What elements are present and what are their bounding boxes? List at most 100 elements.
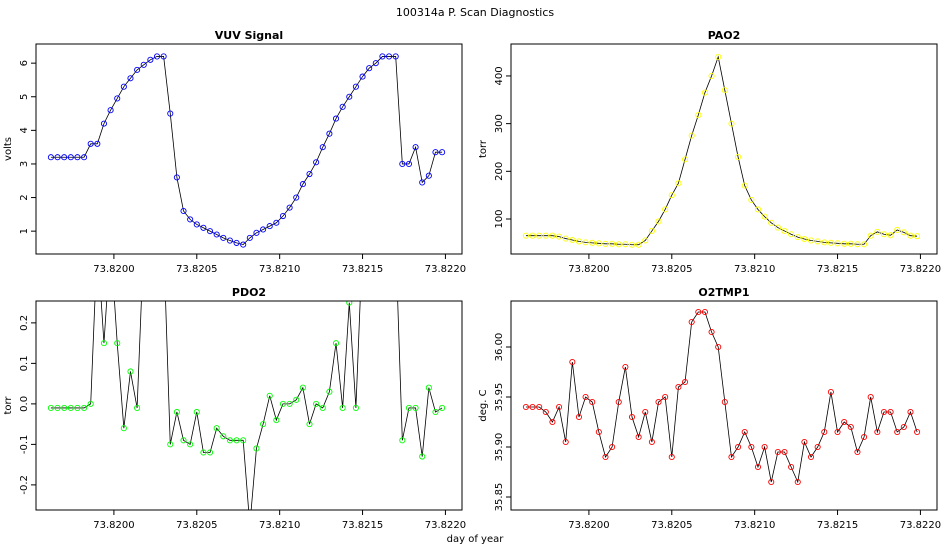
data-point [100, 120, 108, 127]
data-point [273, 219, 280, 226]
data-point [240, 241, 247, 248]
data-point [774, 224, 781, 231]
data-point [220, 234, 227, 241]
data-point [894, 428, 901, 436]
y-tick-label: 0.2 [19, 315, 30, 331]
data-point [821, 428, 828, 436]
data-point [814, 443, 821, 451]
data-point [94, 140, 101, 147]
data-point [582, 239, 589, 246]
data-point [346, 301, 353, 306]
data-point [900, 423, 907, 431]
data-point [326, 130, 333, 137]
x-tick-label: 73.8210 [734, 520, 775, 531]
data-point [854, 241, 861, 248]
data-point [47, 154, 54, 161]
data-point [419, 453, 426, 460]
data-point [768, 219, 775, 226]
plot-frame [510, 300, 938, 511]
data-point [847, 240, 854, 247]
data-point [602, 453, 609, 461]
x-tick-label: 73.8220 [425, 264, 466, 275]
data-point [628, 241, 636, 248]
data-point [589, 239, 596, 246]
plot-frame [510, 43, 938, 255]
data-point [556, 233, 563, 240]
data-point [260, 226, 267, 233]
data-point [721, 398, 728, 406]
data-point [54, 404, 61, 411]
data-point [399, 160, 406, 168]
data-point [187, 441, 194, 448]
data-point [47, 404, 54, 411]
x-tick-label: 73.8220 [900, 264, 941, 275]
data-point [589, 398, 596, 406]
data-point [595, 428, 602, 436]
x-tick-label: 73.8200 [568, 264, 609, 275]
data-point [615, 398, 622, 406]
data-point [761, 443, 768, 451]
data-point [728, 120, 735, 127]
x-tick-label: 73.8215 [342, 520, 383, 531]
data-line [50, 301, 443, 510]
data-point [894, 226, 901, 234]
data-point [900, 229, 907, 236]
data-point [74, 404, 81, 411]
data-point [193, 221, 200, 228]
data-point [701, 308, 708, 316]
data-point [87, 400, 94, 407]
data-point [781, 448, 788, 456]
data-point [233, 239, 240, 246]
data-point [61, 154, 68, 161]
data-point [695, 111, 702, 119]
data-point [246, 234, 253, 241]
data-point [299, 181, 306, 188]
data-line [525, 55, 918, 246]
data-point [339, 103, 346, 110]
data-point [834, 240, 841, 247]
data-point [326, 388, 333, 395]
data-point [715, 343, 722, 351]
figure-title: 100314a P. Scan Diagnostics [396, 6, 554, 19]
data-point [788, 231, 795, 238]
data-point [609, 443, 616, 451]
x-tick-label: 73.8220 [900, 520, 941, 531]
data-point [655, 218, 662, 225]
data-point [240, 437, 247, 444]
data-point [160, 53, 167, 60]
data-point [688, 132, 695, 139]
data-point [708, 72, 715, 79]
x-tick-label: 73.8210 [259, 520, 300, 531]
x-axis-label: day of year [447, 534, 505, 545]
panel-title: O2TMP1 [698, 286, 749, 299]
data-point [827, 239, 834, 246]
y-tick-label: 1 [19, 228, 30, 234]
data-point [134, 66, 141, 73]
panel-title: PAO2 [708, 29, 741, 42]
data-point [648, 227, 655, 234]
data-point [741, 428, 748, 436]
x-tick-label: 73.8205 [651, 264, 692, 275]
data-point [153, 53, 161, 60]
data-point [735, 443, 742, 451]
x-tick-label: 73.8210 [259, 264, 300, 275]
data-point [754, 463, 762, 471]
data-point [114, 340, 121, 347]
data-line [525, 311, 918, 484]
data-point [74, 154, 81, 161]
data-point [522, 232, 529, 239]
data-point [173, 174, 180, 181]
data-point [266, 392, 273, 399]
data-point [127, 368, 134, 375]
data-point [206, 449, 214, 456]
data-point [147, 56, 154, 63]
data-point [226, 237, 233, 244]
data-point [67, 404, 74, 411]
x-tick-label: 73.8215 [342, 264, 383, 275]
y-tick-label: 300 [494, 114, 505, 133]
data-point [134, 404, 141, 411]
data-point [774, 448, 781, 456]
y-tick-label: 5 [19, 94, 30, 100]
data-point [768, 478, 775, 486]
data-point [213, 231, 220, 238]
